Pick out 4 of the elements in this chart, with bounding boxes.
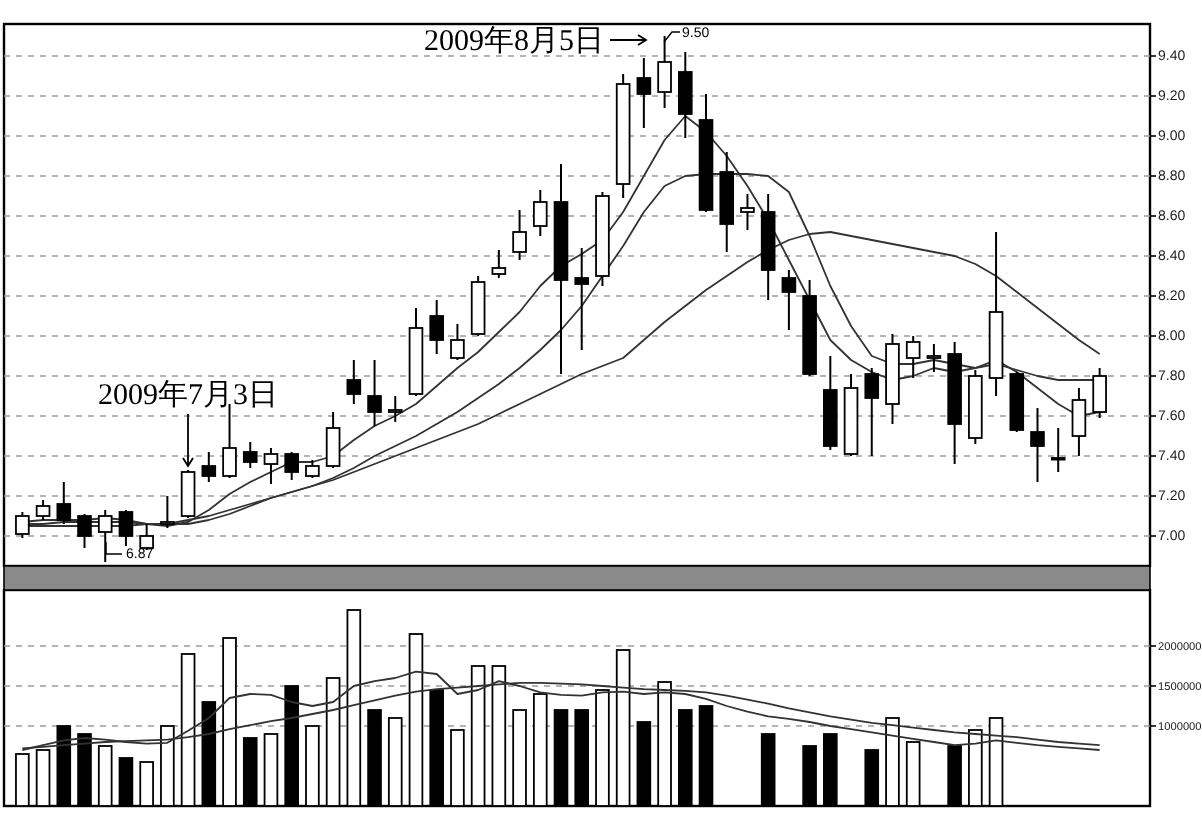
annotation: 2009年8月5日 xyxy=(424,26,648,58)
annotation: 2009年7月3日 xyxy=(98,380,278,468)
annotation: 2009年8月5日 xyxy=(424,24,604,58)
annotation: 2009年7月3日 xyxy=(98,378,278,412)
